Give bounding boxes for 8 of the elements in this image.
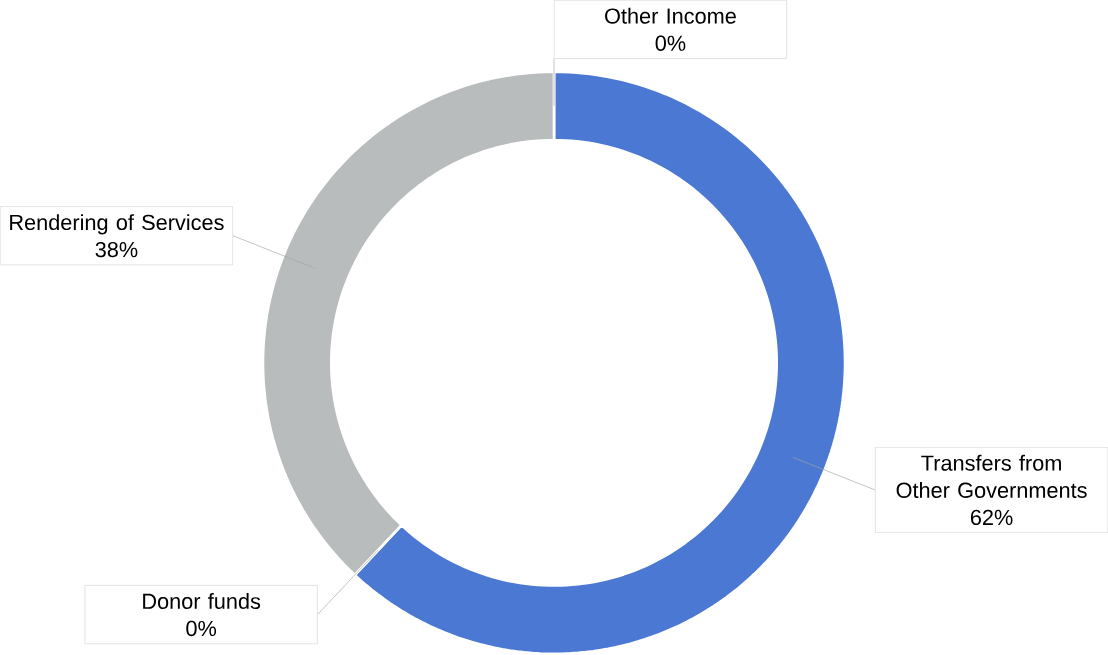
data-label: 62% xyxy=(970,509,1013,525)
data-label: 38% xyxy=(95,241,138,258)
slice-label: Rendering of Services xyxy=(10,214,224,235)
category-label: Other Income xyxy=(605,7,736,24)
category-label: Donor funds xyxy=(143,592,261,609)
slice-label: Transfers from Other Governments xyxy=(896,454,1087,498)
text: 0% xyxy=(186,620,217,637)
text: 0% xyxy=(655,35,686,51)
